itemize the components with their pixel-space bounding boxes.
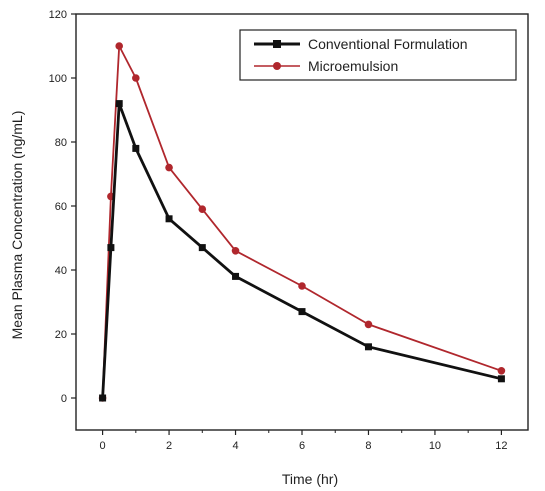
x-tick-label: 4 (232, 440, 238, 452)
legend-marker-microemulsion (273, 62, 281, 70)
series-layer (98, 42, 506, 402)
x-tick-label: 8 (365, 440, 371, 452)
data-point-conventional-formulation (99, 394, 107, 402)
y-axis-ticks: 0 20 40 60 80 100 120 (49, 9, 76, 405)
data-point-microemulsion (497, 367, 506, 375)
legend: Conventional Formulation Microemulsion (239, 29, 517, 81)
data-point-conventional-formulation (298, 308, 306, 316)
data-point-conventional-formulation (165, 215, 173, 223)
data-point-conventional-formulation (115, 100, 123, 108)
data-point-conventional-formulation (364, 343, 372, 351)
x-tick-label: 10 (429, 440, 441, 452)
series-line-conventional-formulation (101, 102, 502, 399)
legend-label-conventional: Conventional Formulation (308, 36, 468, 52)
x-tick-label: 0 (100, 440, 106, 452)
series-line-microemulsion (101, 45, 502, 399)
y-tick-label: 120 (49, 9, 67, 21)
data-point-conventional-formulation (497, 375, 505, 383)
data-point-microemulsion (364, 320, 373, 329)
data-point-microemulsion (132, 74, 140, 82)
data-point-microemulsion (115, 42, 124, 50)
x-axis-ticks: 0 2 4 6 8 10 12 (100, 430, 508, 452)
plot-frame (75, 13, 529, 431)
x-tick-label: 2 (166, 440, 172, 452)
y-tick-label: 80 (55, 137, 67, 149)
x-tick-label: 12 (495, 440, 507, 452)
x-axis-label: Time (hr) (282, 471, 338, 487)
y-tick-label: 60 (55, 201, 67, 213)
data-point-conventional-formulation (107, 244, 115, 252)
y-axis-label: Mean Plasma Concentration (ng/mL) (9, 111, 25, 340)
y-tick-label: 40 (55, 265, 67, 277)
legend-marker-conventional (273, 40, 281, 48)
data-point-microemulsion (298, 282, 306, 290)
data-point-microemulsion (198, 205, 207, 213)
y-tick-label: 100 (49, 73, 67, 85)
legend-box (239, 29, 517, 81)
legend-label-microemulsion: Microemulsion (308, 58, 398, 74)
data-point-conventional-formulation (232, 272, 240, 280)
data-point-microemulsion (165, 163, 173, 172)
data-point-conventional-formulation (132, 144, 140, 152)
y-tick-label: 20 (55, 329, 67, 341)
data-point-conventional-formulation (198, 244, 206, 252)
x-tick-label: 6 (299, 440, 305, 452)
data-point-microemulsion (231, 247, 240, 255)
y-tick-label: 0 (61, 393, 67, 405)
